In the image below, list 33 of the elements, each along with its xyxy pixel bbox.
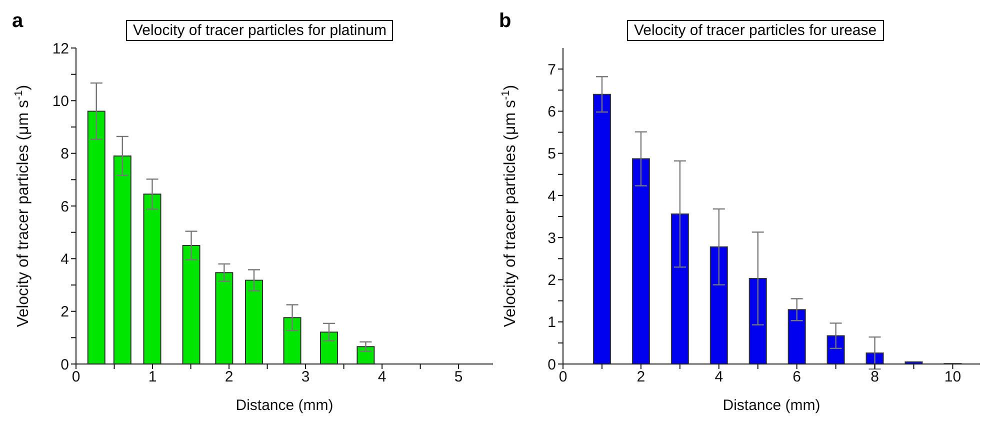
x-tick-label: 0 — [72, 368, 80, 386]
x-tick-label: 3 — [301, 368, 310, 386]
x-tick-label: 6 — [792, 368, 802, 386]
x-tick-label: 2 — [224, 368, 234, 386]
y-tick-label: 12 — [52, 40, 69, 58]
y-tick-label: 6 — [548, 104, 556, 121]
y-tick-label: 2 — [60, 304, 69, 321]
y-tick-label: 3 — [548, 230, 556, 247]
y-tick-label: 8 — [60, 146, 69, 163]
chart-title: Velocity of tracer particles for urease — [627, 20, 884, 41]
x-tick-label: 0 — [558, 368, 568, 386]
y-tick-label: 0 — [548, 356, 556, 374]
x-tick-label: 4 — [378, 368, 386, 386]
y-tick-label: 10 — [52, 92, 69, 110]
x-tick-label: 4 — [714, 368, 724, 386]
chart-title: Velocity of tracer particles for platinum — [126, 20, 394, 41]
x-axis-title: Distance (mm) — [722, 397, 820, 414]
y-tick-label: 4 — [60, 250, 69, 268]
text: a — [12, 10, 24, 33]
y-tick-label: 1 — [548, 314, 556, 332]
x-tick-label: 10 — [944, 368, 962, 386]
y-tick-label: 4 — [548, 188, 556, 205]
x-tick-label: 2 — [636, 368, 646, 386]
y-tick-label: 0 — [60, 356, 69, 374]
x-tick-label: 1 — [148, 368, 157, 386]
x-tick-label: 5 — [454, 368, 463, 386]
y-tick-label: 6 — [60, 198, 69, 216]
text: b — [499, 10, 512, 33]
x-axis-title: Distance (mm) — [236, 397, 334, 414]
x-tick-label: 8 — [870, 368, 879, 386]
y-tick-label: 7 — [548, 61, 556, 78]
y-tick-label: 2 — [548, 272, 556, 290]
y-tick-label: 5 — [548, 146, 556, 163]
